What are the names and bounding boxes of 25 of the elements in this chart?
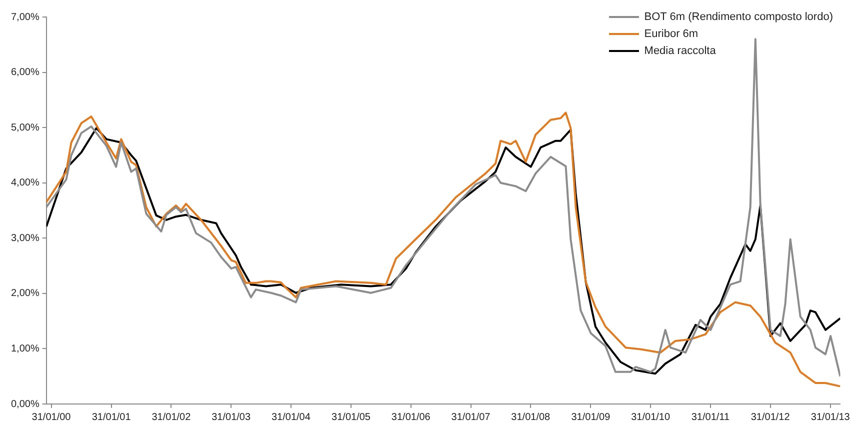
x-tick-label: 31/01/03 (212, 412, 251, 423)
x-tick-label: 31/01/08 (511, 412, 551, 423)
y-tick-label: 1,00% (10, 343, 40, 354)
x-tick-label: 31/01/09 (571, 412, 611, 423)
y-tick-label: 0,00% (10, 398, 40, 410)
x-tick-label: 31/01/07 (451, 412, 491, 423)
x-tick-label: 31/01/05 (332, 412, 371, 423)
x-tick-label: 31/01/06 (391, 412, 431, 423)
x-tick-label: 31/01/12 (750, 412, 790, 423)
y-tick-label: 6,00% (10, 67, 40, 78)
x-tick-label: 31/01/10 (631, 412, 670, 423)
x-tick-label: 31/01/02 (152, 412, 192, 423)
legend-label: Media raccolta (644, 44, 716, 56)
y-tick-label: 5,00% (10, 122, 40, 134)
y-tick-label: 4,00% (10, 178, 40, 189)
x-tick-label: 31/01/00 (32, 412, 72, 423)
legend-label: Euribor 6m (644, 28, 698, 40)
x-tick-label: 31/01/04 (271, 412, 311, 423)
y-tick-label: 3,00% (10, 232, 40, 244)
x-tick-label: 31/01/11 (691, 412, 730, 423)
y-tick-label: 2,00% (10, 288, 40, 300)
legend-label: BOT 6m (Rendimento composto lordo) (644, 10, 833, 22)
x-tick-label: 31/01/13 (810, 412, 850, 423)
x-tick-label: 31/01/01 (92, 412, 132, 423)
y-tick-label: 7,00% (10, 12, 40, 23)
